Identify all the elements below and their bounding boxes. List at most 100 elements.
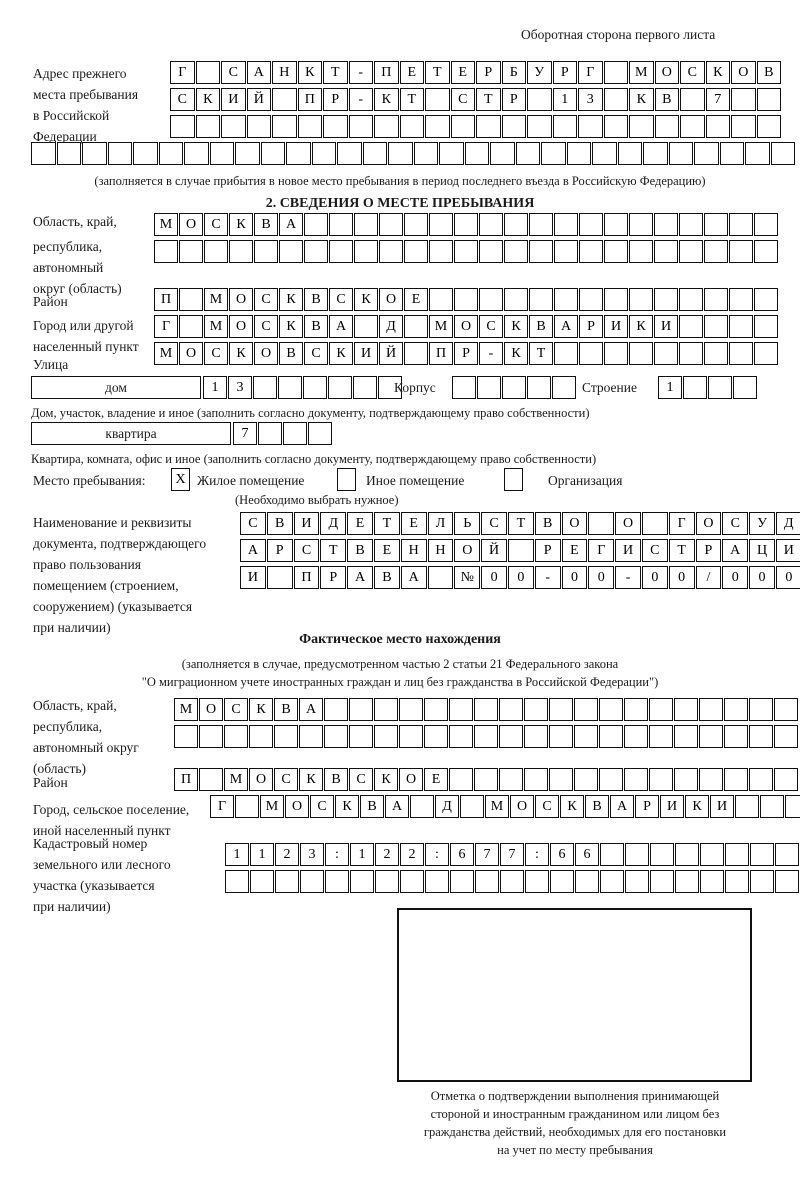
form-cell[interactable]: -: [348, 61, 373, 84]
form-cell[interactable]: [249, 725, 273, 748]
form-cell[interactable]: Ц: [749, 539, 775, 562]
form-cell[interactable]: :: [525, 843, 549, 866]
form-cell[interactable]: [756, 115, 781, 138]
form-cell[interactable]: [729, 240, 753, 263]
form-cell[interactable]: [266, 566, 293, 589]
form-cell[interactable]: [704, 315, 728, 338]
form-cell[interactable]: [362, 142, 387, 165]
form-cell[interactable]: Й: [379, 342, 403, 365]
stay-type-checkbox-residential[interactable]: X: [171, 468, 190, 491]
form-cell[interactable]: С: [641, 539, 668, 562]
form-cell[interactable]: [775, 870, 799, 893]
form-cell[interactable]: [629, 288, 653, 311]
form-cell[interactable]: Е: [347, 512, 373, 535]
form-cell[interactable]: М: [204, 288, 228, 311]
form-cell[interactable]: 0: [481, 566, 507, 589]
form-cell[interactable]: [708, 376, 732, 399]
form-cell[interactable]: [625, 870, 649, 893]
form-cell[interactable]: И: [293, 512, 320, 535]
form-cell[interactable]: [429, 288, 453, 311]
form-cell[interactable]: [599, 725, 623, 748]
stay-type-checkbox-organization[interactable]: [504, 468, 523, 491]
form-cell[interactable]: В: [304, 288, 328, 311]
form-cell[interactable]: 0: [561, 566, 588, 589]
form-cell[interactable]: [679, 213, 703, 236]
form-cell[interactable]: У: [527, 61, 552, 84]
form-cell[interactable]: [399, 725, 423, 748]
form-cell[interactable]: Г: [578, 61, 603, 84]
form-cell[interactable]: Е: [424, 768, 448, 791]
form-cell[interactable]: М: [629, 61, 654, 84]
form-cell[interactable]: Р: [476, 61, 501, 84]
form-cell[interactable]: [629, 115, 654, 138]
form-cell[interactable]: [477, 376, 501, 399]
form-cell[interactable]: [674, 768, 698, 791]
form-cell[interactable]: [700, 843, 724, 866]
form-cell[interactable]: И: [604, 315, 628, 338]
form-cell[interactable]: И: [775, 539, 800, 562]
form-cell[interactable]: [504, 288, 528, 311]
form-cell[interactable]: [504, 213, 528, 236]
form-cell[interactable]: [454, 213, 478, 236]
form-cell[interactable]: [303, 376, 327, 399]
form-cell[interactable]: [300, 870, 324, 893]
form-cell[interactable]: [56, 142, 81, 165]
form-cell[interactable]: А: [722, 539, 749, 562]
form-cell[interactable]: [460, 795, 484, 818]
form-cell[interactable]: [283, 422, 307, 445]
form-cell[interactable]: Р: [320, 566, 347, 589]
form-cell[interactable]: 3: [578, 88, 603, 111]
form-cell[interactable]: Е: [399, 61, 424, 84]
form-cell[interactable]: [410, 795, 434, 818]
form-cell[interactable]: Г: [154, 315, 178, 338]
form-cell[interactable]: 6: [575, 843, 599, 866]
form-cell[interactable]: [629, 342, 653, 365]
form-cell[interactable]: [552, 376, 576, 399]
s2-region-row-2[interactable]: [154, 240, 778, 263]
form-cell[interactable]: [699, 725, 723, 748]
form-cell[interactable]: [654, 342, 678, 365]
form-cell[interactable]: [424, 698, 448, 721]
form-cell[interactable]: [199, 725, 223, 748]
form-cell[interactable]: 2: [400, 843, 424, 866]
form-cell[interactable]: [235, 795, 259, 818]
form-cell[interactable]: [452, 376, 476, 399]
form-cell[interactable]: Б: [501, 61, 526, 84]
al-region-row-2[interactable]: [174, 725, 798, 748]
form-cell[interactable]: [754, 342, 778, 365]
form-cell[interactable]: [541, 142, 566, 165]
form-cell[interactable]: [325, 870, 349, 893]
form-cell[interactable]: 0: [507, 566, 534, 589]
form-cell[interactable]: 1: [552, 88, 577, 111]
form-cell[interactable]: [643, 142, 668, 165]
form-cell[interactable]: Г: [210, 795, 234, 818]
form-cell[interactable]: [324, 725, 348, 748]
form-cell[interactable]: И: [354, 342, 378, 365]
form-cell[interactable]: [199, 768, 223, 791]
form-cell[interactable]: [527, 88, 552, 111]
form-cell[interactable]: О: [229, 315, 253, 338]
form-cell[interactable]: [297, 115, 322, 138]
form-cell[interactable]: [404, 342, 428, 365]
form-cell[interactable]: [31, 142, 56, 165]
form-cell[interactable]: [617, 142, 642, 165]
form-cell[interactable]: [754, 213, 778, 236]
form-cell[interactable]: [588, 512, 615, 535]
form-cell[interactable]: С: [293, 539, 320, 562]
form-cell[interactable]: Т: [507, 512, 534, 535]
form-cell[interactable]: О: [249, 768, 273, 791]
form-cell[interactable]: С: [680, 61, 705, 84]
form-cell[interactable]: [278, 376, 302, 399]
form-cell[interactable]: [329, 240, 353, 263]
form-cell[interactable]: К: [249, 698, 273, 721]
form-cell[interactable]: [775, 843, 799, 866]
form-cell[interactable]: [378, 376, 402, 399]
form-cell[interactable]: Д: [775, 512, 800, 535]
form-cell[interactable]: [629, 213, 653, 236]
form-cell[interactable]: [575, 870, 599, 893]
form-cell[interactable]: /: [695, 566, 722, 589]
form-cell[interactable]: [374, 725, 398, 748]
